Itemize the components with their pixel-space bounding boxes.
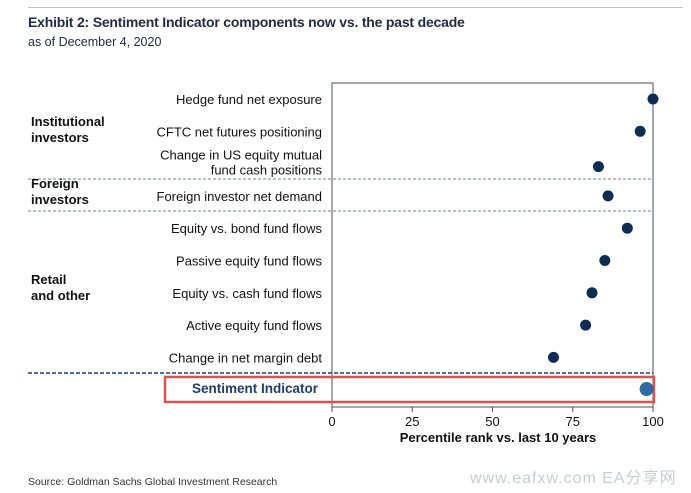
watermark: www.eafxw.com EA分享网 (470, 470, 677, 487)
top-rule (28, 7, 683, 8)
plot-frame (331, 82, 654, 408)
category-label: Change in US equity mutual fund cash posi… (160, 148, 322, 178)
source-note: Source: Goldman Sachs Global Investment … (28, 476, 278, 488)
data-point (647, 93, 659, 105)
group-label: Foreign investors (31, 176, 89, 207)
x-tick-label: 100 (642, 414, 664, 429)
data-point (634, 125, 646, 137)
summary-highlight-box (163, 375, 656, 404)
x-tick-label: 0 (328, 414, 335, 429)
category-label: Active equity fund flows (186, 318, 322, 333)
data-point (602, 190, 614, 202)
data-point (621, 222, 633, 234)
data-point (599, 255, 611, 266)
chart-subtitle: as of December 4, 2020 (28, 35, 162, 49)
data-point (586, 287, 598, 299)
category-label: Foreign investor net demand (157, 189, 322, 204)
x-tick-label: 50 (485, 414, 499, 429)
x-axis-title: Percentile rank vs. last 10 years (400, 430, 597, 445)
group-label: Retail and other (31, 272, 90, 303)
x-tick-label: 25 (405, 414, 419, 429)
category-label: Change in net margin debt (169, 350, 323, 365)
summary-label: Sentiment Indicator (192, 381, 319, 396)
category-label: CFTC net futures positioning (157, 124, 322, 139)
summary-point (639, 382, 654, 396)
category-label: Equity vs. bond fund flows (171, 221, 323, 236)
chart-title: Exhibit 2: Sentiment Indicator component… (28, 14, 465, 30)
category-label: Hedge fund net exposure (176, 92, 322, 107)
group-label: Institutional investors (31, 114, 105, 145)
data-point (592, 161, 604, 173)
category-label: Equity vs. cash fund flows (172, 286, 322, 301)
category-label: Passive equity fund flows (176, 254, 322, 269)
data-point (580, 319, 592, 331)
x-tick-label: 75 (566, 414, 580, 429)
data-point (547, 351, 559, 363)
